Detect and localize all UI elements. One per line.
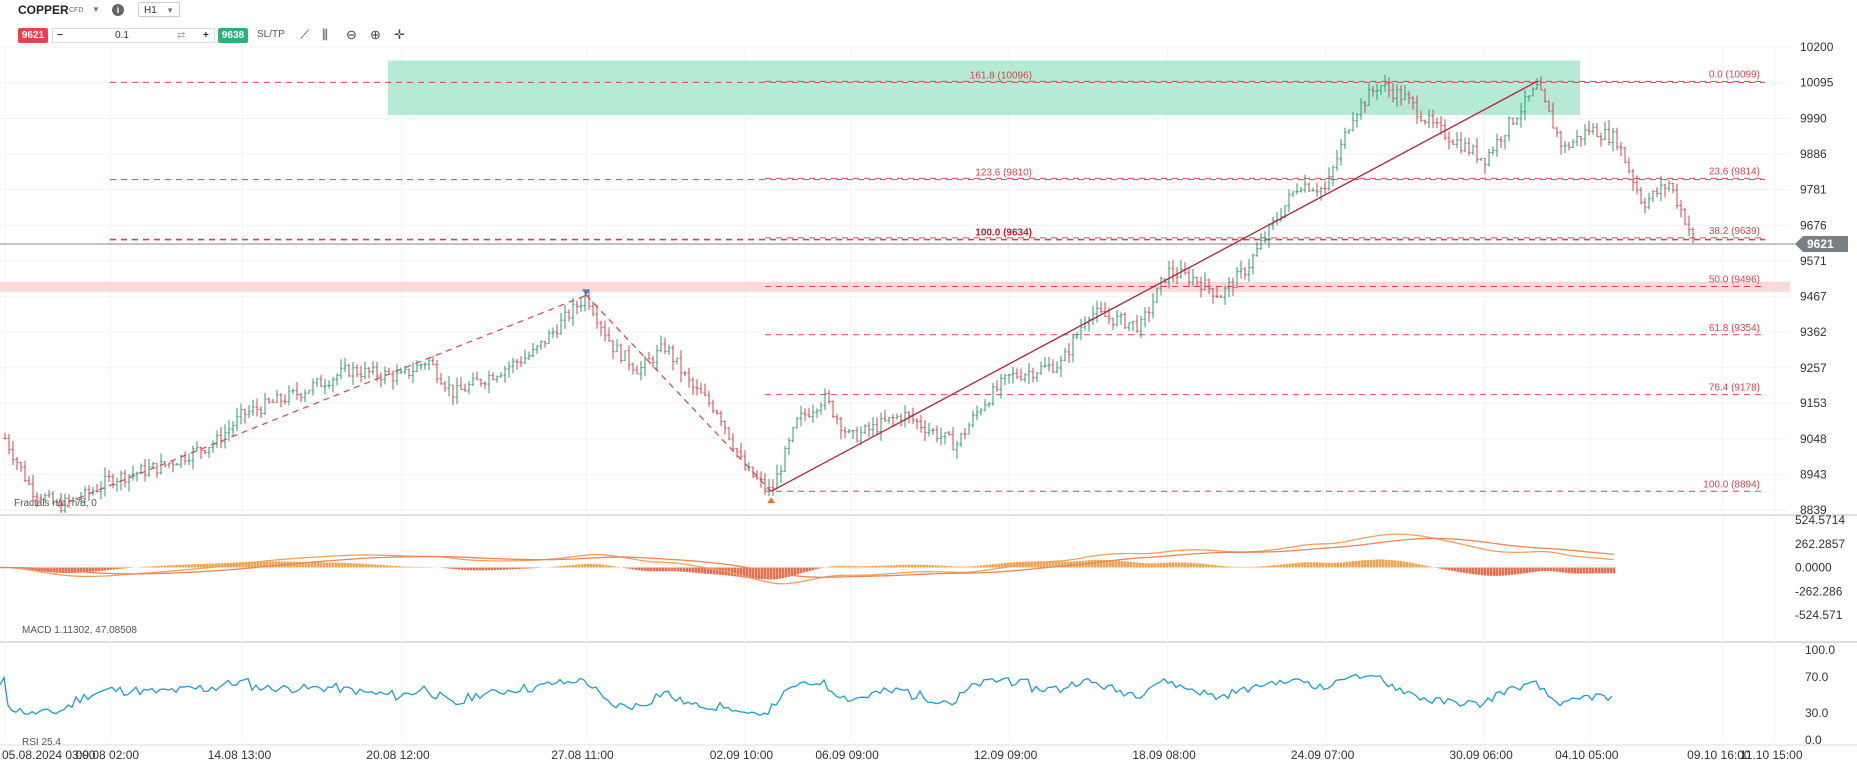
time-tick-label: 30.09 06:00 [1449, 748, 1513, 762]
price-tick-label: 10200 [1800, 40, 1834, 54]
macd-signal-line [0, 537, 1615, 578]
price-axis: 10200 10095 9990 9886 9781 9676 9571 9467 9362 92… [1795, 40, 1848, 517]
fractals-label[interactable]: Fractals n/a, n/a, 0 [14, 498, 97, 509]
price-tick-label: 9886 [1800, 147, 1827, 161]
macd-label[interactable]: MACD 1.11302, 47.08508 [22, 625, 137, 636]
increase-quantity-button[interactable]: + [203, 30, 209, 41]
macd-tick-label: -524.571 [1795, 608, 1843, 622]
candles-icon[interactable]: ⫼ [322, 27, 328, 42]
symbol-toolbar: COPPER CFD ▼ i H1 ▼ [0, 0, 1857, 20]
rsi-tick-label: 30.0 [1805, 706, 1829, 720]
price-tick-label: 8943 [1800, 468, 1827, 482]
zigzag-line [57, 294, 587, 507]
fib-retracement-label: 50.0 (9496) [1709, 274, 1760, 285]
symbol-name[interactable]: COPPER [18, 3, 69, 17]
fibonacci-levels: 0.0 (10099) 23.6 (9814) 38.2 (9639) 50.0 (9… [0, 69, 1795, 492]
symbol-type: CFD [69, 7, 84, 14]
price-tick-label: 9257 [1800, 361, 1827, 375]
time-tick-label: 14.08 13:00 [208, 748, 272, 762]
rsi-label[interactable]: RSI 25.4 [22, 737, 61, 748]
sltp-button[interactable]: SL/TP [257, 29, 285, 40]
price-tick-label: 9048 [1800, 432, 1827, 446]
price-tick-label: 9676 [1800, 218, 1827, 232]
price-tick-label: 9781 [1800, 183, 1827, 197]
trade-toolbar: 9621 − 0.1 ⇄ + 9638 SL/TP ⟋ ⫼ ⊖ ⊕ ✛ [0, 24, 500, 46]
time-tick-label: 12.09 09:00 [974, 748, 1038, 762]
line-chart-icon[interactable]: ⟋ [300, 27, 310, 42]
zigzag-line [585, 294, 772, 492]
fib-retracement-label: 23.6 (9814) [1709, 166, 1760, 177]
chevron-down-icon: ▼ [166, 6, 174, 15]
price-tick-label: 8839 [1800, 503, 1827, 517]
rsi-line [0, 673, 1613, 717]
price-tick-label: 10095 [1800, 76, 1834, 90]
macd-tick-label: 262.2857 [1795, 537, 1845, 551]
macd-panel: 524.5714 262.2857 0.0000 -262.286 -524.571 [0, 513, 1845, 622]
time-tick-label: 05.08.2024 03:00 [2, 748, 96, 762]
time-tick-label: 04.10 05:00 [1555, 748, 1619, 762]
fib-extension-label: 100.0 (9634) [975, 228, 1032, 239]
crosshair-icon[interactable]: ✛ [394, 27, 405, 42]
macd-tick-label: -262.286 [1795, 584, 1843, 598]
decrease-quantity-button[interactable]: − [57, 30, 63, 41]
zoom-in-icon[interactable]: ⊕ [370, 27, 381, 42]
buy-button[interactable]: 9638 [218, 28, 248, 43]
rsi-panel: 100.0 70.0 30.0 0.0 [0, 643, 1835, 747]
fib-retracement-label: 38.2 (9639) [1709, 226, 1760, 237]
time-tick-label: 24.09 07:00 [1291, 748, 1355, 762]
fib-retracement-label: 76.4 (9178) [1709, 383, 1760, 394]
price-zones [0, 60, 1790, 292]
rsi-tick-label: 100.0 [1805, 643, 1835, 657]
fractal-up-marker [582, 289, 591, 296]
fib-retracement-label: 61.8 (9354) [1709, 323, 1760, 334]
timeframe-value: H1 [144, 5, 157, 16]
macd-tick-label: 0.0000 [1795, 561, 1832, 575]
trend-lines [57, 80, 1538, 507]
fib-retracement-label: 100.0 (8894) [1703, 479, 1760, 490]
time-tick-label: 09.08 02:00 [76, 748, 140, 762]
price-tick-label: 9571 [1800, 254, 1827, 268]
symbol-dropdown-icon[interactable]: ▼ [92, 5, 100, 14]
current-price-tag [1795, 235, 1848, 252]
swap-icon[interactable]: ⇄ [177, 30, 186, 41]
price-tick-label: 9362 [1800, 325, 1827, 339]
price-tick-label: 9153 [1800, 396, 1827, 410]
fib-trend-line [770, 80, 1538, 492]
quantity-stepper[interactable]: − 0.1 ⇄ + [52, 28, 215, 43]
rsi-tick-label: 70.0 [1805, 670, 1829, 684]
time-tick-label: 02.09 10:00 [710, 748, 774, 762]
price-tick-label: 9990 [1800, 111, 1827, 125]
fractal-down-marker [767, 497, 776, 504]
time-tick-label: 11.10 15:00 [1740, 748, 1803, 762]
macd-line [0, 533, 1615, 585]
candles [3, 74, 1695, 514]
sell-button[interactable]: 9621 [18, 28, 48, 43]
zoom-out-icon[interactable]: ⊖ [346, 27, 357, 42]
macd-tick-label: 524.5714 [1795, 513, 1845, 527]
time-tick-label: 27.08 11:00 [551, 748, 614, 762]
fib-extension-label: 123.6 (9810) [975, 168, 1032, 179]
chart-grid [0, 46, 1857, 746]
rsi-tick-label: 0.0 [1805, 733, 1822, 747]
price-tick-label: 9467 [1800, 289, 1827, 303]
time-tick-label: 09.10 16:00 [1687, 748, 1751, 762]
time-tick-label: 20.08 12:00 [366, 748, 430, 762]
timeframe-select[interactable]: H1 ▼ [138, 2, 180, 17]
fib-extension-label: 161.8 (10096) [970, 70, 1032, 81]
quantity-input[interactable]: 0.1 [115, 30, 129, 41]
info-icon[interactable]: i [112, 4, 124, 16]
time-tick-label: 18.09 08:00 [1132, 748, 1196, 762]
current-price-label: 9621 [1807, 237, 1834, 251]
fib-retracement-label: 0.0 (10099) [1709, 69, 1760, 80]
support-zone [0, 281, 1790, 292]
time-tick-label: 06.09 09:00 [815, 748, 879, 762]
